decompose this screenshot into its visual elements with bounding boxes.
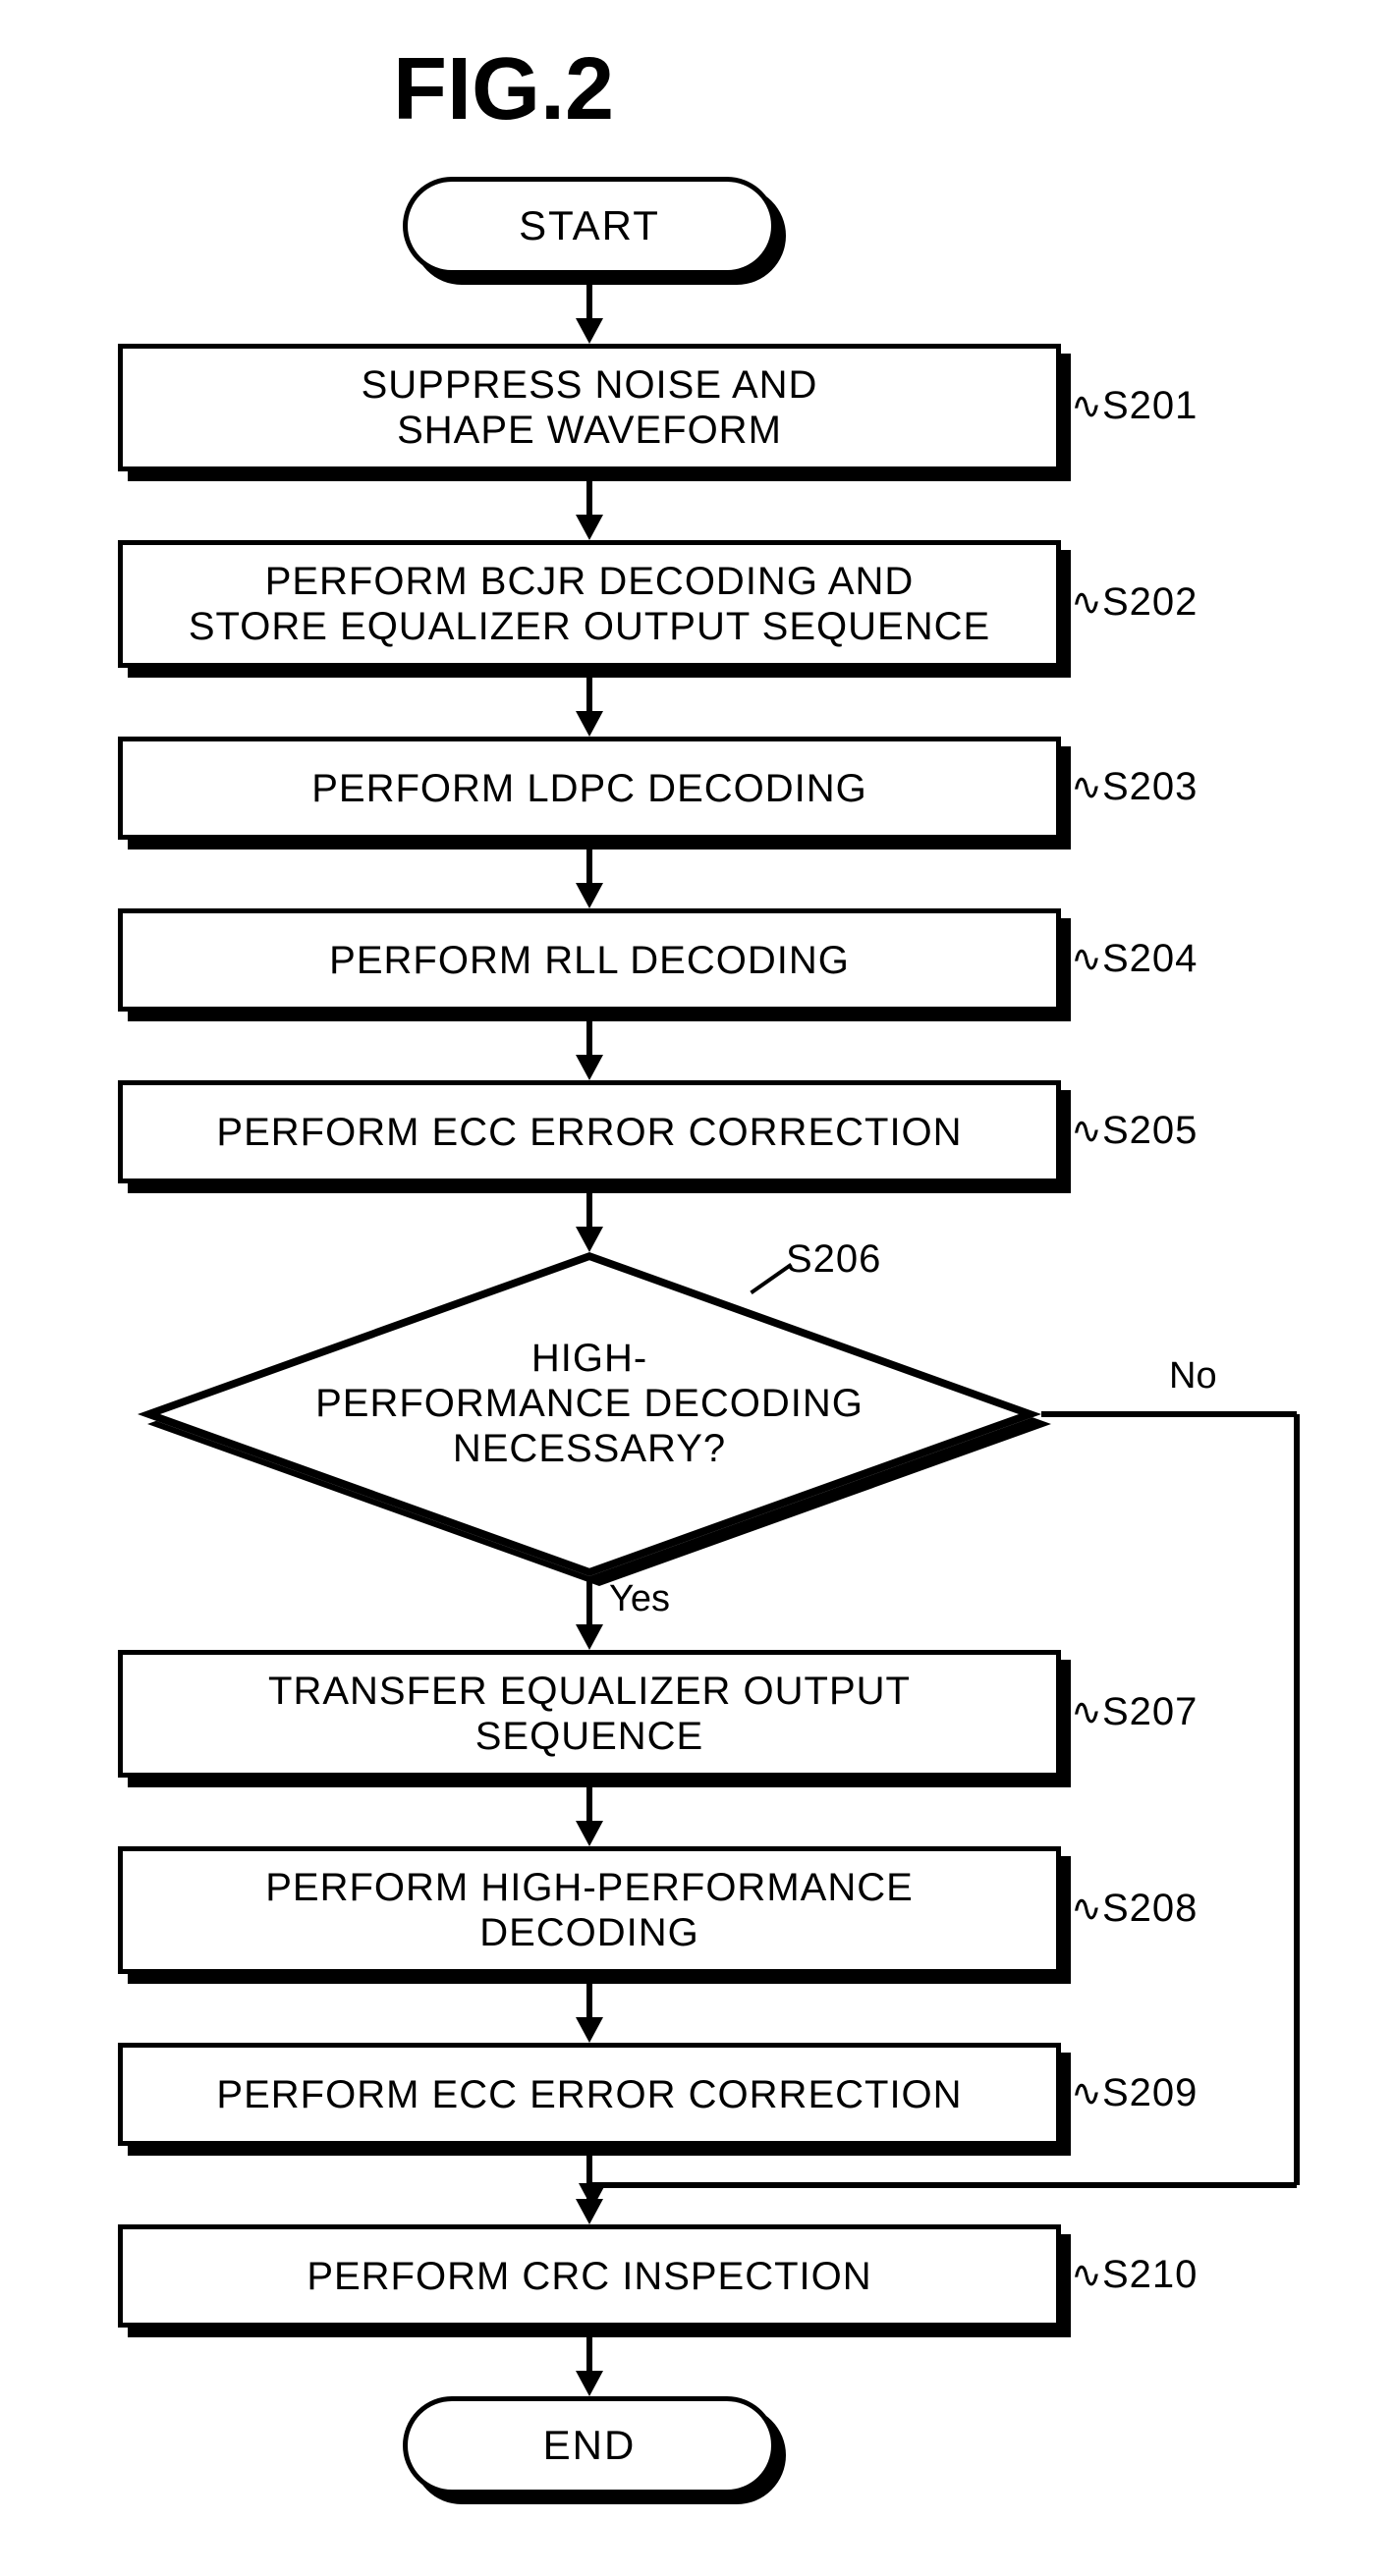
process-box: PERFORM LDPC DECODING	[118, 737, 1061, 840]
arrow-head-icon	[576, 1055, 603, 1080]
step-tilde-icon: ∿	[1071, 937, 1102, 981]
arrow-head-icon	[576, 1227, 603, 1252]
no-branch-arrowhead-icon	[579, 2183, 606, 2209]
arrow-head-icon	[576, 318, 603, 344]
arrow-head-icon	[576, 883, 603, 908]
arrow-line	[586, 840, 592, 887]
step-tilde-icon: ∿	[1071, 384, 1102, 428]
no-branch-h2	[589, 2182, 1297, 2188]
process-box: PERFORM ECC ERROR CORRECTION	[118, 1080, 1061, 1183]
arrow-line	[586, 275, 592, 322]
arrow-line	[586, 1576, 592, 1628]
step-label: S203	[1102, 765, 1198, 809]
arrow-head-icon	[576, 2371, 603, 2396]
decision-step-label: S206	[786, 1237, 881, 1282]
step-label: S202	[1102, 580, 1198, 625]
step-label: S208	[1102, 1887, 1198, 1931]
decision-yes-label: Yes	[609, 1578, 670, 1620]
process-box: PERFORM ECC ERROR CORRECTION	[118, 2043, 1061, 2146]
step-label: S207	[1102, 1690, 1198, 1734]
arrow-line	[586, 1012, 592, 1059]
step-tilde-icon: ∿	[1071, 1887, 1102, 1931]
arrow-head-icon	[576, 1624, 603, 1650]
step-tilde-icon: ∿	[1071, 580, 1102, 625]
decision-text: HIGH-PERFORMANCE DECODINGNECESSARY?	[275, 1336, 904, 1471]
arrow-line	[586, 2328, 592, 2375]
start-terminator: START	[403, 177, 776, 275]
end-terminator: END	[403, 2396, 776, 2494]
step-tilde-icon: ∿	[1071, 1109, 1102, 1153]
arrow-head-icon	[576, 1821, 603, 1846]
step-tilde-icon: ∿	[1071, 2253, 1102, 2297]
step-label: S210	[1102, 2253, 1198, 2297]
arrow-line	[586, 1183, 592, 1231]
arrow-line	[586, 1778, 592, 1825]
process-box: PERFORM CRC INSPECTION	[118, 2224, 1061, 2328]
arrow-head-icon	[576, 711, 603, 737]
step-tilde-icon: ∿	[1071, 2071, 1102, 2115]
arrow-head-icon	[576, 515, 603, 540]
decision-no-label: No	[1169, 1355, 1217, 1398]
step-label: S204	[1102, 937, 1198, 981]
step-label: S201	[1102, 384, 1198, 428]
step-tilde-icon: ∿	[1071, 765, 1102, 809]
process-box: PERFORM RLL DECODING	[118, 908, 1061, 1012]
no-branch-h1	[1041, 1411, 1297, 1417]
no-branch-v	[1294, 1414, 1300, 2185]
step-tilde-icon: ∿	[1071, 1690, 1102, 1734]
process-box: PERFORM BCJR DECODING ANDSTORE EQUALIZER…	[118, 540, 1061, 668]
process-box: SUPPRESS NOISE ANDSHAPE WAVEFORM	[118, 344, 1061, 471]
step-label: S209	[1102, 2071, 1198, 2115]
process-box: PERFORM HIGH-PERFORMANCEDECODING	[118, 1846, 1061, 1974]
arrow-line	[586, 471, 592, 519]
arrow-head-icon	[576, 2017, 603, 2043]
figure-title: FIG.2	[393, 39, 614, 140]
step-label: S205	[1102, 1109, 1198, 1153]
process-box: TRANSFER EQUALIZER OUTPUTSEQUENCE	[118, 1650, 1061, 1778]
arrow-line	[586, 668, 592, 715]
arrow-line	[586, 1974, 592, 2021]
